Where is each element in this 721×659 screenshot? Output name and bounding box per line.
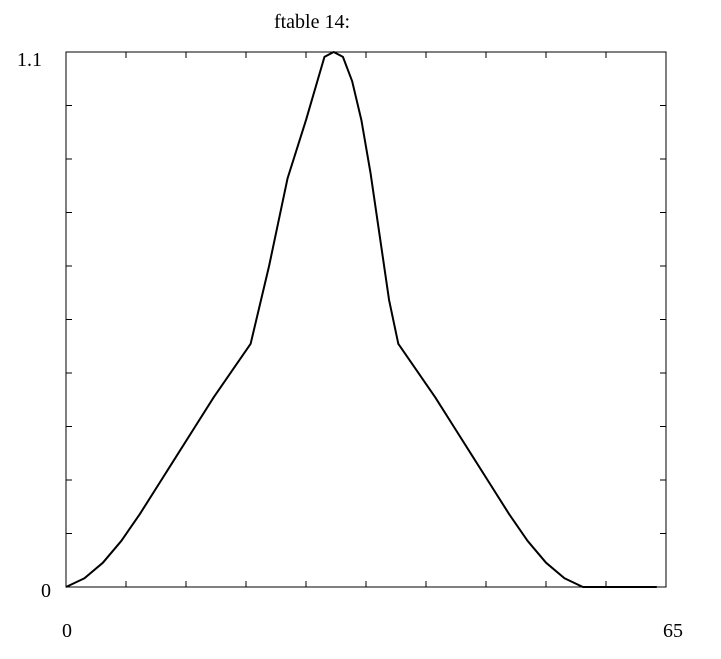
data-line — [65, 51, 657, 588]
y-tick-label-min: 0 — [41, 580, 51, 602]
x-tick-label-min: 0 — [62, 620, 72, 642]
chart-title: ftable 14: — [274, 11, 350, 33]
plot-frame — [65, 51, 667, 588]
y-tick-label-max: 1.1 — [17, 49, 42, 71]
x-tick-label-max: 65 — [663, 620, 683, 642]
tick-marks — [66, 52, 666, 587]
